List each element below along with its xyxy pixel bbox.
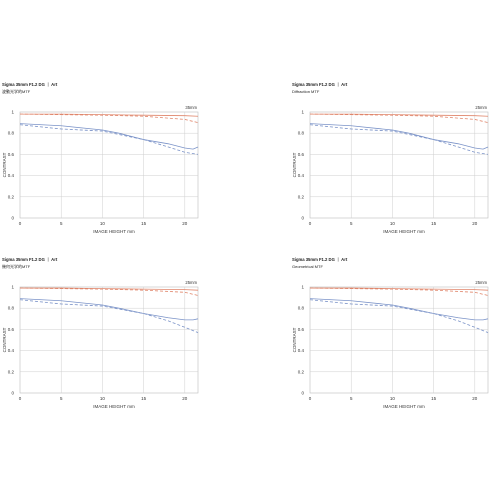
mtf-chart-panel-3: Sigma 35mm F1.2 DG ｜ Art 幾何光学的MTF 0 5 10 15… [0, 257, 200, 422]
x-tick-label: 15 [141, 221, 147, 226]
y-tick-label: 1 [11, 285, 14, 290]
x-axis-label: IMAGE HEIGHT mm [383, 404, 425, 409]
x-tick-label: 5 [60, 221, 63, 226]
x-tick-label: 0 [19, 221, 22, 226]
x-tick-label: 15 [431, 396, 437, 401]
plot-frame [19, 286, 199, 394]
y-axis-label: CONTRAST [2, 327, 7, 352]
x-tick-label: 10 [390, 221, 396, 226]
plot-frame [309, 111, 489, 219]
mtf-chart-svg: 0 5 10 15 20 0 0.2 0.4 0.6 0.8 1 IMAGE HEIGHT mm CON… [2, 105, 199, 234]
y-tick-label: 0.6 [298, 152, 305, 157]
x-tick-label: 10 [100, 221, 106, 226]
x-tick-label: 0 [309, 396, 312, 401]
y-axis-label: CONTRAST [2, 152, 7, 177]
chart-title: Sigma 35mm F1.2 DG ｜ Art [292, 82, 348, 87]
y-tick-label: 0.6 [298, 327, 305, 332]
y-tick-label: 0 [11, 216, 14, 221]
mtf-chart-panel-1: Sigma 35mm F1.2 DG ｜ Art 波動光学的MTF 0 5 10 15… [0, 82, 200, 247]
mtf-series-line-2 [309, 287, 489, 296]
mtf-series-line-4 [309, 299, 489, 333]
mtf-series-line-2 [19, 287, 199, 296]
chart-title: Sigma 35mm F1.2 DG ｜ Art [2, 257, 58, 262]
mtf-series-line-4 [309, 124, 489, 155]
y-tick-label: 1 [301, 110, 304, 115]
y-tick-label: 1 [11, 110, 14, 115]
y-tick-label: 0.2 [298, 194, 305, 199]
mtf-series-line-4 [19, 124, 199, 155]
mtf-chart-svg: 0 5 10 15 20 0 0.2 0.4 0.6 0.8 1 IMAGE HEIGHT mm CON… [2, 280, 199, 409]
mtf-series-line-3 [19, 298, 199, 321]
mtf-series-line-4 [19, 299, 199, 333]
chart-subtitle: 波動光学的MTF [2, 89, 31, 94]
mtf-series-line-3 [309, 123, 489, 150]
y-tick-label: 0.2 [8, 369, 15, 374]
y-tick-label: 0 [301, 216, 304, 221]
x-tick-label: 15 [141, 396, 147, 401]
mtf-chart-svg: 0 5 10 15 20 0 0.2 0.4 0.6 0.8 1 IMAGE HEIGHT mm CON… [292, 280, 489, 409]
y-tick-label: 0.8 [8, 306, 15, 311]
x-tick-label: 0 [309, 221, 312, 226]
x-tick-label: 20 [182, 221, 188, 226]
mtf-series-line-1 [310, 287, 489, 291]
chart-subtitle: Diffraction MTF [292, 89, 320, 94]
y-tick-label: 0.6 [8, 152, 15, 157]
x-tick-label: 20 [472, 396, 478, 401]
mtf-chart-svg: 0 5 10 15 20 0 0.2 0.4 0.6 0.8 1 IMAGE HEIGHT mm CON… [292, 105, 489, 234]
y-tick-label: 0.4 [8, 173, 15, 178]
x-tick-label: 20 [182, 396, 188, 401]
y-tick-label: 1 [301, 285, 304, 290]
mtf-series-line-2 [19, 113, 199, 123]
x-axis-label: IMAGE HEIGHT mm [383, 229, 425, 234]
mtf-series-line-1 [20, 113, 199, 117]
y-tick-label: 0.4 [8, 348, 15, 353]
y-tick-label: 0.2 [8, 194, 15, 199]
plot-frame [309, 286, 489, 394]
x-tick-label: 0 [19, 396, 22, 401]
focal-length-annotation: 35mm [185, 105, 197, 110]
mtf-series-line-2 [309, 113, 489, 123]
y-axis-label: CONTRAST [292, 327, 297, 352]
mtf-series-line-3 [309, 298, 489, 321]
mtf-chart-panel-4: Sigma 35mm F1.2 DG ｜ Art Geometrical MTF… [290, 257, 490, 422]
focal-length-annotation: 25mm [185, 280, 197, 285]
y-tick-label: 0 [11, 391, 14, 396]
x-tick-label: 15 [431, 221, 437, 226]
x-tick-label: 5 [60, 396, 63, 401]
x-axis-label: IMAGE HEIGHT mm [93, 404, 135, 409]
y-tick-label: 0.4 [298, 348, 305, 353]
y-axis-label: CONTRAST [292, 152, 297, 177]
x-tick-label: 20 [472, 221, 478, 226]
mtf-series-line-3 [19, 123, 199, 150]
y-tick-label: 0 [301, 391, 304, 396]
chart-title: Sigma 35mm F1.2 DG ｜ Art [2, 82, 58, 87]
x-axis-label: IMAGE HEIGHT mm [93, 229, 135, 234]
chart-title: Sigma 35mm F1.2 DG ｜ Art [292, 257, 348, 262]
y-tick-label: 0.8 [298, 306, 305, 311]
y-tick-label: 0.4 [298, 173, 305, 178]
mtf-chart-panel-2: Sigma 35mm F1.2 DG ｜ Art Diffraction MTF… [290, 82, 490, 247]
y-tick-label: 0.6 [8, 327, 15, 332]
y-tick-label: 0.2 [298, 369, 305, 374]
plot-frame [19, 111, 199, 219]
x-tick-label: 10 [390, 396, 396, 401]
mtf-series-line-1 [20, 287, 199, 291]
chart-subtitle: 幾何光学的MTF [2, 264, 31, 269]
y-tick-label: 0.8 [8, 131, 15, 136]
mtf-series-line-1 [310, 113, 489, 117]
y-tick-label: 0.8 [298, 131, 305, 136]
focal-length-annotation: 25mm [475, 105, 487, 110]
x-tick-label: 5 [350, 221, 353, 226]
chart-subtitle: Geometrical MTF [292, 264, 323, 269]
x-tick-label: 5 [350, 396, 353, 401]
focal-length-annotation: 25mm [475, 280, 487, 285]
x-tick-label: 10 [100, 396, 106, 401]
